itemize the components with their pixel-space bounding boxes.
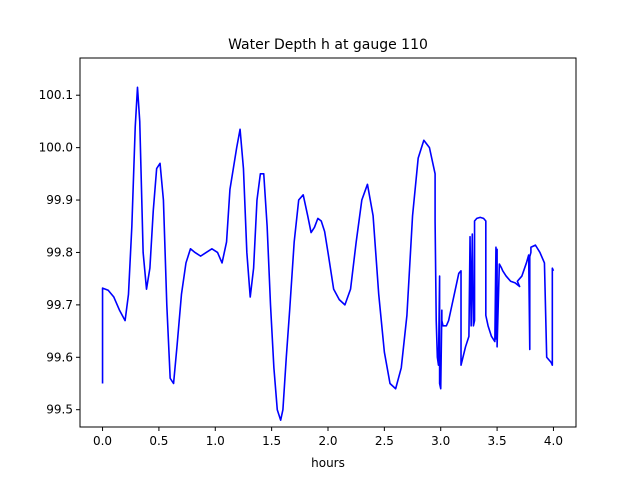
x-tick-label: 1.0 (206, 434, 225, 448)
y-tick-label: 99.9 (46, 193, 73, 207)
plot-area (80, 58, 576, 427)
x-tick-label: 4.0 (544, 434, 563, 448)
x-tick-label: 2.0 (318, 434, 337, 448)
x-tick-label: 0.0 (93, 434, 112, 448)
x-axis-label: hours (311, 456, 345, 470)
x-tick-label: 0.5 (149, 434, 168, 448)
y-tick-label: 99.6 (46, 350, 73, 364)
x-axis-ticks: 0.0 0.5 1.0 1.5 2.0 2.5 3.0 3.5 4.0 (93, 427, 563, 448)
plot-frame (79, 57, 577, 428)
depth-series-line (101, 86, 555, 421)
x-tick-label: 3.5 (488, 434, 507, 448)
chart-title: Water Depth h at gauge 110 (228, 37, 428, 53)
y-tick-label: 99.7 (46, 298, 73, 312)
y-tick-label: 100.0 (39, 141, 73, 155)
y-axis-ticks: 99.5 99.6 99.7 99.8 99.9 100.0 100.1 (39, 88, 80, 417)
x-tick-label: 3.0 (431, 434, 450, 448)
y-tick-label: 99.8 (46, 245, 73, 259)
y-tick-label: 100.1 (39, 88, 73, 102)
x-tick-label: 1.5 (262, 434, 281, 448)
y-tick-label: 99.5 (46, 403, 73, 417)
x-tick-label: 2.5 (375, 434, 394, 448)
